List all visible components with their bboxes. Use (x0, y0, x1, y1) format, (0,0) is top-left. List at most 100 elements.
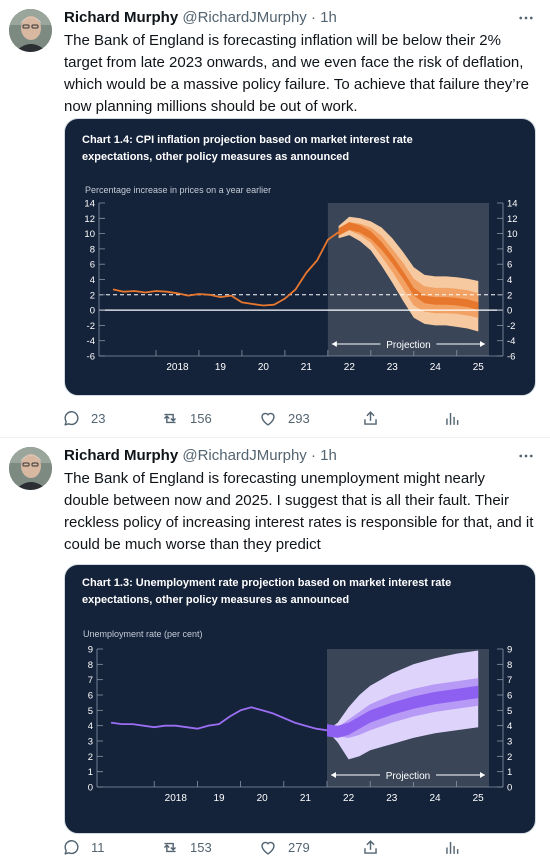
tweet-actions: 23 156 293 (62, 408, 472, 428)
x-tick-label: 21 (300, 793, 312, 804)
like-count: 293 (288, 410, 310, 426)
tweet[interactable]: Richard Murphy @RichardJMurphy · 1h The … (0, 438, 550, 864)
like-button[interactable]: 293 (258, 408, 310, 428)
x-tick-label: 23 (386, 793, 398, 804)
y-tick-label: 5 (88, 706, 93, 717)
y-tick-label-right: 12 (507, 214, 518, 225)
timestamp[interactable]: 1h (320, 447, 337, 464)
separator: · (310, 9, 316, 26)
chart-image[interactable]: Chart 1.3: Unemployment rate projection … (64, 564, 536, 834)
reply-count: 23 (91, 410, 106, 426)
reply-button[interactable]: 23 (62, 408, 105, 428)
fan-central-band (327, 685, 479, 738)
tweet-divider (0, 437, 550, 438)
y-tick-label: 6 (88, 691, 93, 702)
y-tick-label-right: 10 (507, 229, 518, 240)
retweet-icon (160, 838, 180, 857)
tweet-text: The Bank of England is forecasting infla… (64, 32, 529, 115)
reply-button[interactable]: 11 (62, 837, 105, 857)
chart-title: Chart 1.4: CPI inflation projection base… (82, 134, 413, 163)
projection-arrow-left (331, 341, 337, 347)
retweet-button[interactable]: 156 (160, 408, 212, 428)
share-icon (361, 838, 380, 857)
retweet-count: 153 (190, 839, 212, 855)
retweet-button[interactable]: 153 (160, 837, 212, 857)
x-tick-label: 21 (301, 362, 313, 373)
more-icon[interactable] (516, 8, 536, 28)
avatar-photo (9, 447, 52, 490)
y-tick-label-right: -2 (507, 321, 515, 332)
y-tick-label-right: 6 (507, 260, 512, 271)
x-tick-label: 24 (429, 793, 441, 804)
x-tick-label: 25 (473, 362, 485, 373)
x-tick-label: 2018 (166, 362, 189, 373)
y-tick-label-right: 7 (507, 675, 512, 686)
x-tick-label: 20 (258, 362, 270, 373)
y-tick-label: 4 (90, 275, 95, 286)
x-tick-label: 20 (257, 793, 269, 804)
retweet-count: 156 (190, 410, 212, 426)
y-tick-label: 2 (90, 290, 95, 301)
y-tick-label-right: 4 (507, 721, 512, 732)
y-tick-label-right: 0 (507, 783, 512, 794)
author-name[interactable]: Richard Murphy (64, 9, 179, 26)
projection-label: Projection (386, 340, 430, 351)
projection-label-bg (380, 337, 437, 351)
y-tick-label: 4 (88, 721, 93, 732)
author-handle[interactable]: @RichardJMurphy (182, 9, 307, 26)
y-tick-label: 7 (88, 675, 93, 686)
share-button[interactable] (361, 837, 380, 857)
fan-inner-band (338, 222, 479, 318)
fan-central-band (338, 222, 479, 311)
y-tick-label-right: 9 (507, 645, 512, 656)
analytics-button[interactable] (443, 837, 462, 857)
y-tick-label: 10 (84, 229, 95, 240)
share-button[interactable] (361, 408, 380, 428)
tweet-actions: 11 153 279 (62, 837, 472, 857)
separator: · (310, 447, 316, 464)
share-icon (361, 409, 380, 428)
chart-title: Chart 1.3: Unemployment rate projection … (82, 577, 451, 606)
tweet[interactable]: Richard Murphy @RichardJMurphy · 1h The … (0, 0, 550, 437)
x-tick-label: 19 (213, 793, 225, 804)
reply-count: 11 (91, 839, 105, 855)
chart-image[interactable]: Chart 1.4: CPI inflation projection base… (64, 118, 536, 396)
avatar[interactable] (9, 447, 52, 490)
y-tick-label-right: 0 (507, 306, 512, 317)
x-tick-label: 25 (473, 793, 485, 804)
avatar[interactable] (9, 9, 52, 52)
y-tick-label-right: -4 (507, 336, 515, 347)
tweet-header: Richard Murphy @RichardJMurphy · 1h (64, 8, 337, 28)
reply-icon (62, 409, 81, 428)
y-tick-label: -6 (87, 352, 95, 363)
y-tick-label: -4 (87, 336, 95, 347)
x-tick-label: 2018 (165, 793, 188, 804)
x-tick-label: 19 (215, 362, 227, 373)
analytics-button[interactable] (443, 408, 462, 428)
y-tick-label: 3 (88, 737, 93, 748)
author-name[interactable]: Richard Murphy (64, 447, 179, 464)
y-tick-label: 12 (84, 214, 95, 225)
y-axis-label: Unemployment rate (per cent) (83, 629, 203, 639)
author-handle[interactable]: @RichardJMurphy (182, 447, 307, 464)
like-icon (258, 409, 278, 428)
x-tick-label: 22 (344, 362, 356, 373)
projection-arrow-right (480, 341, 485, 347)
timestamp[interactable]: 1h (320, 9, 337, 26)
y-tick-label-right: 4 (507, 275, 512, 286)
projection-label: Projection (386, 771, 430, 782)
analytics-icon (443, 838, 462, 857)
y-tick-label-right: 8 (507, 244, 512, 255)
inflation-chart: Chart 1.4: CPI inflation projection base… (82, 134, 518, 373)
projection-arrow-left (331, 772, 336, 778)
y-tick-label: 0 (90, 306, 95, 317)
y-tick-label-right: 2 (507, 290, 512, 301)
like-button[interactable]: 279 (258, 837, 310, 857)
y-tick-label: 1 (88, 767, 93, 778)
y-tick-label-right: 8 (507, 660, 512, 671)
retweet-icon (160, 409, 180, 428)
y-tick-label: 2 (88, 752, 93, 763)
projection-label-bg (380, 768, 436, 782)
like-count: 279 (288, 839, 310, 855)
more-icon[interactable] (516, 446, 536, 466)
